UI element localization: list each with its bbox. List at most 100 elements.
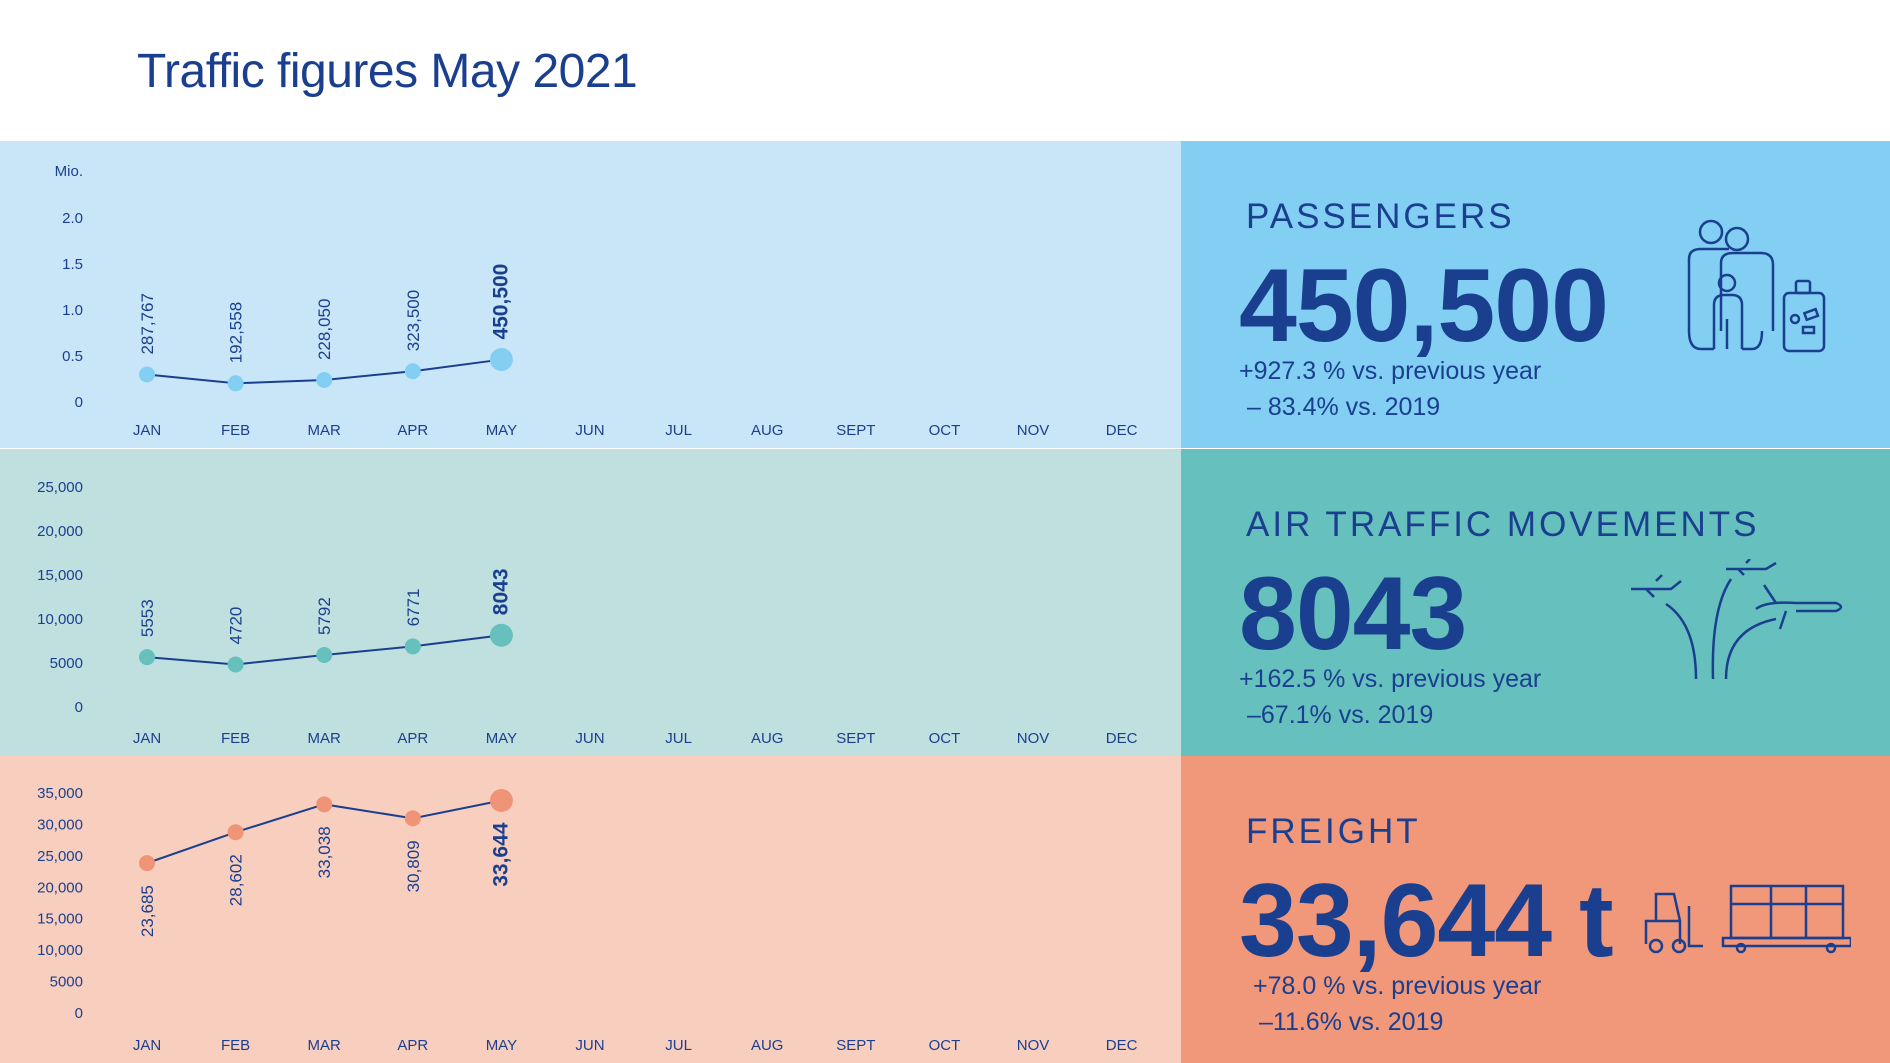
data-label: 33,038 bbox=[315, 826, 334, 878]
kpi-value: 8043 bbox=[1239, 556, 1467, 672]
data-point bbox=[316, 647, 333, 664]
data-label: 8043 bbox=[489, 569, 512, 616]
data-label: 192,558 bbox=[227, 302, 246, 363]
x-tick-label: JAN bbox=[133, 422, 161, 439]
passengers-section: Mio. 0 0.5 1.0 1.5 2.0 JAN FEB MAR APR MAY JUN JUL AU… bbox=[0, 141, 1890, 448]
data-point bbox=[139, 366, 155, 383]
x-tick-label: JUL bbox=[665, 730, 692, 747]
data-label: 33,644 bbox=[489, 822, 512, 887]
x-tick-label: MAR bbox=[308, 730, 342, 747]
kpi-value: 450,500 bbox=[1239, 248, 1609, 364]
kpi-change-2019: –67.1% vs. 2019 bbox=[1247, 701, 1434, 729]
data-label: 5553 bbox=[138, 599, 157, 637]
y-tick-label: 5000 bbox=[50, 655, 83, 672]
data-point bbox=[404, 363, 421, 380]
x-tick-label: APR bbox=[397, 422, 428, 439]
data-label: 23,685 bbox=[138, 885, 157, 937]
x-tick-label: DEC bbox=[1106, 730, 1138, 747]
x-tick-label: NOV bbox=[1017, 730, 1050, 747]
y-tick-label: 15,000 bbox=[37, 911, 83, 928]
x-tick-label: OCT bbox=[929, 1037, 961, 1054]
x-tick-label: NOV bbox=[1017, 1037, 1050, 1054]
data-label: 4720 bbox=[227, 607, 246, 645]
x-tick-label: NOV bbox=[1017, 422, 1050, 439]
freight-section: 0 5000 10,000 15,000 20,000 25,000 30,000 35,00… bbox=[0, 756, 1890, 1063]
page-title: Traffic figures May 2021 bbox=[137, 45, 638, 98]
y-tick-label: 25,000 bbox=[37, 479, 83, 496]
data-point bbox=[489, 348, 513, 372]
data-point bbox=[139, 649, 155, 666]
x-tick-label: JUL bbox=[665, 1037, 692, 1054]
data-label: 5792 bbox=[315, 597, 334, 635]
y-tick-label: 25,000 bbox=[37, 848, 83, 865]
x-tick-label: MAY bbox=[486, 730, 517, 747]
data-label: 228,050 bbox=[315, 299, 334, 360]
y-tick-label: 10,000 bbox=[37, 942, 83, 959]
data-point bbox=[227, 375, 244, 392]
passengers-kpi: PASSENGERS 450,500 +927.3 % vs. previous… bbox=[1181, 141, 1890, 448]
x-tick-label: JUN bbox=[575, 422, 604, 439]
data-label: 30,809 bbox=[404, 840, 423, 892]
y-tick-label: 1.0 bbox=[62, 302, 83, 319]
y-tick-label: 20,000 bbox=[37, 879, 83, 896]
x-tick-label: APR bbox=[397, 1037, 428, 1054]
y-tick-label: 35,000 bbox=[37, 785, 83, 802]
y-tick-label: 15,000 bbox=[37, 567, 83, 584]
kpi-change-previous-year: +927.3 % vs. previous year bbox=[1239, 357, 1542, 385]
data-point bbox=[489, 623, 513, 647]
y-tick-label: 5000 bbox=[50, 974, 83, 991]
x-tick-label: SEPT bbox=[836, 422, 875, 439]
data-point bbox=[316, 796, 333, 813]
x-tick-label: SEPT bbox=[836, 1037, 875, 1054]
x-tick-label: DEC bbox=[1106, 1037, 1138, 1054]
data-label: 6771 bbox=[404, 589, 423, 627]
kpi-value: 33,644 t bbox=[1239, 863, 1614, 979]
family-luggage-icon bbox=[1687, 219, 1826, 353]
freight-chart: 0 5000 10,000 15,000 20,000 25,000 30,000 35,00… bbox=[0, 756, 1181, 1063]
kpi-change-2019: –11.6% vs. 2019 bbox=[1259, 1008, 1444, 1036]
x-tick-label: SEPT bbox=[836, 730, 875, 747]
x-tick-label: MAR bbox=[308, 422, 342, 439]
air-traffic-movements-chart: 0 5000 10,000 15,000 20,000 25,000 JAN FEB MAR AP… bbox=[0, 449, 1181, 756]
x-tick-label: MAR bbox=[308, 1037, 342, 1054]
y-tick-label: 0 bbox=[75, 1005, 83, 1022]
air-traffic-movements-kpi: AIR TRAFFIC MOVEMENTS 8043 +162.5 % vs. … bbox=[1181, 449, 1890, 756]
x-tick-label: APR bbox=[397, 730, 428, 747]
airplanes-icon bbox=[1631, 559, 1843, 680]
freight-kpi: FREIGHT 33,644 t +78.0 % vs. previous ye… bbox=[1181, 756, 1890, 1063]
kpi-change-previous-year: +162.5 % vs. previous year bbox=[1239, 665, 1542, 693]
x-tick-label: JAN bbox=[133, 1037, 161, 1054]
passengers-chart: Mio. 0 0.5 1.0 1.5 2.0 JAN FEB MAR APR MAY JUN JUL AU… bbox=[0, 141, 1181, 448]
x-tick-label: AUG bbox=[751, 1037, 784, 1054]
data-point bbox=[489, 789, 513, 813]
data-point bbox=[139, 855, 155, 872]
y-tick-label: 30,000 bbox=[37, 816, 83, 833]
y-tick-label: 0 bbox=[75, 699, 83, 716]
x-tick-label: JUN bbox=[575, 730, 604, 747]
y-tick-label: 0 bbox=[75, 394, 83, 411]
x-tick-label: JUL bbox=[665, 422, 692, 439]
y-tick-label: 2.0 bbox=[62, 210, 83, 227]
forklift-cargo-icon bbox=[1644, 884, 1851, 954]
data-label: 323,500 bbox=[404, 290, 423, 351]
y-axis-unit: Mio. bbox=[55, 163, 83, 180]
x-tick-label: MAY bbox=[486, 422, 517, 439]
x-tick-label: OCT bbox=[929, 422, 961, 439]
x-tick-label: AUG bbox=[751, 730, 784, 747]
data-point bbox=[316, 372, 333, 389]
air-traffic-movements-section: 0 5000 10,000 15,000 20,000 25,000 JAN FEB MAR AP… bbox=[0, 449, 1890, 756]
x-tick-label: FEB bbox=[221, 1037, 250, 1054]
x-tick-label: JAN bbox=[133, 730, 161, 747]
data-label: 28,602 bbox=[227, 854, 246, 906]
data-label: 450,500 bbox=[489, 264, 512, 340]
data-point bbox=[404, 638, 421, 655]
data-point bbox=[404, 810, 421, 827]
x-tick-label: AUG bbox=[751, 422, 784, 439]
x-tick-label: OCT bbox=[929, 730, 961, 747]
x-tick-label: DEC bbox=[1106, 422, 1138, 439]
kpi-change-previous-year: +78.0 % vs. previous year bbox=[1253, 972, 1542, 1000]
kpi-label: AIR TRAFFIC MOVEMENTS bbox=[1246, 505, 1760, 544]
y-tick-label: 1.5 bbox=[62, 256, 83, 273]
kpi-label: PASSENGERS bbox=[1246, 197, 1515, 236]
data-point bbox=[227, 656, 244, 673]
